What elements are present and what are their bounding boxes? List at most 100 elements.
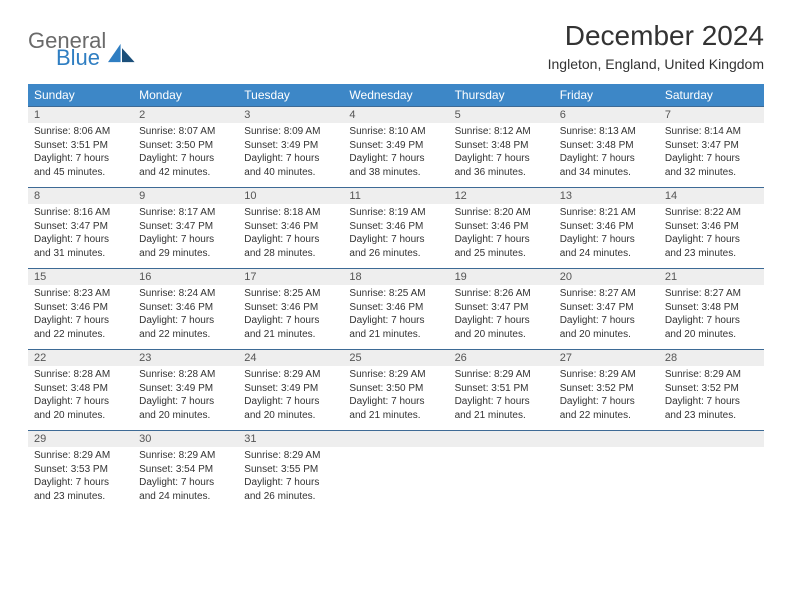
day-number-cell xyxy=(554,431,659,448)
day-number-cell: 24 xyxy=(238,350,343,367)
title-block: December 2024 Ingleton, England, United … xyxy=(548,20,764,72)
day-detail-cell: Sunrise: 8:16 AMSunset: 3:47 PMDaylight:… xyxy=(28,204,133,269)
sunrise-text: Sunrise: 8:20 AM xyxy=(455,206,548,220)
day-detail-cell: Sunrise: 8:29 AMSunset: 3:52 PMDaylight:… xyxy=(659,366,764,431)
sunrise-text: Sunrise: 8:23 AM xyxy=(34,287,127,301)
day-number-cell: 23 xyxy=(133,350,238,367)
day-detail-cell: Sunrise: 8:22 AMSunset: 3:46 PMDaylight:… xyxy=(659,204,764,269)
calendar-table: Sunday Monday Tuesday Wednesday Thursday… xyxy=(28,84,764,511)
day-number-cell: 9 xyxy=(133,188,238,205)
daylight-text-2: and 21 minutes. xyxy=(455,409,548,423)
day-number-row: 15161718192021 xyxy=(28,269,764,286)
day-detail-cell: Sunrise: 8:29 AMSunset: 3:52 PMDaylight:… xyxy=(554,366,659,431)
daylight-text-1: Daylight: 7 hours xyxy=(34,476,127,490)
sunset-text: Sunset: 3:49 PM xyxy=(139,382,232,396)
daylight-text-1: Daylight: 7 hours xyxy=(139,395,232,409)
daylight-text-2: and 21 minutes. xyxy=(349,409,442,423)
sunrise-text: Sunrise: 8:21 AM xyxy=(560,206,653,220)
day-detail-cell: Sunrise: 8:29 AMSunset: 3:51 PMDaylight:… xyxy=(449,366,554,431)
day-number-cell: 27 xyxy=(554,350,659,367)
sunset-text: Sunset: 3:47 PM xyxy=(34,220,127,234)
daylight-text-2: and 21 minutes. xyxy=(349,328,442,342)
day-detail-cell: Sunrise: 8:19 AMSunset: 3:46 PMDaylight:… xyxy=(343,204,448,269)
day-detail-cell: Sunrise: 8:25 AMSunset: 3:46 PMDaylight:… xyxy=(343,285,448,350)
day-number-cell: 19 xyxy=(449,269,554,286)
day-detail-cell: Sunrise: 8:10 AMSunset: 3:49 PMDaylight:… xyxy=(343,123,448,188)
daylight-text-1: Daylight: 7 hours xyxy=(665,314,758,328)
sunrise-text: Sunrise: 8:28 AM xyxy=(34,368,127,382)
day-number-cell: 4 xyxy=(343,107,448,124)
day-detail-cell: Sunrise: 8:28 AMSunset: 3:49 PMDaylight:… xyxy=(133,366,238,431)
sunset-text: Sunset: 3:51 PM xyxy=(455,382,548,396)
day-number-cell: 11 xyxy=(343,188,448,205)
daylight-text-1: Daylight: 7 hours xyxy=(34,233,127,247)
day-detail-cell xyxy=(449,447,554,511)
daylight-text-1: Daylight: 7 hours xyxy=(34,314,127,328)
day-number-cell: 29 xyxy=(28,431,133,448)
daylight-text-2: and 22 minutes. xyxy=(139,328,232,342)
day-detail-cell: Sunrise: 8:14 AMSunset: 3:47 PMDaylight:… xyxy=(659,123,764,188)
sunset-text: Sunset: 3:46 PM xyxy=(244,220,337,234)
day-number-cell: 6 xyxy=(554,107,659,124)
day-detail-cell: Sunrise: 8:29 AMSunset: 3:54 PMDaylight:… xyxy=(133,447,238,511)
day-detail-row: Sunrise: 8:23 AMSunset: 3:46 PMDaylight:… xyxy=(28,285,764,350)
sunrise-text: Sunrise: 8:29 AM xyxy=(349,368,442,382)
sunset-text: Sunset: 3:49 PM xyxy=(244,382,337,396)
daylight-text-2: and 34 minutes. xyxy=(560,166,653,180)
calendar-page: General Blue December 2024 Ingleton, Eng… xyxy=(0,0,792,531)
weekday-header: Thursday xyxy=(449,84,554,107)
daylight-text-2: and 31 minutes. xyxy=(34,247,127,261)
daylight-text-2: and 21 minutes. xyxy=(244,328,337,342)
weekday-header: Saturday xyxy=(659,84,764,107)
sunset-text: Sunset: 3:49 PM xyxy=(244,139,337,153)
day-number-cell: 12 xyxy=(449,188,554,205)
sunset-text: Sunset: 3:54 PM xyxy=(139,463,232,477)
daylight-text-1: Daylight: 7 hours xyxy=(349,314,442,328)
logo: General Blue xyxy=(28,20,136,76)
day-number-cell: 1 xyxy=(28,107,133,124)
daylight-text-1: Daylight: 7 hours xyxy=(139,476,232,490)
sunrise-text: Sunrise: 8:10 AM xyxy=(349,125,442,139)
daylight-text-1: Daylight: 7 hours xyxy=(455,152,548,166)
daylight-text-1: Daylight: 7 hours xyxy=(665,233,758,247)
daylight-text-1: Daylight: 7 hours xyxy=(34,395,127,409)
day-detail-cell: Sunrise: 8:29 AMSunset: 3:53 PMDaylight:… xyxy=(28,447,133,511)
daylight-text-1: Daylight: 7 hours xyxy=(139,233,232,247)
day-detail-row: Sunrise: 8:06 AMSunset: 3:51 PMDaylight:… xyxy=(28,123,764,188)
sunset-text: Sunset: 3:47 PM xyxy=(139,220,232,234)
sunrise-text: Sunrise: 8:07 AM xyxy=(139,125,232,139)
daylight-text-2: and 38 minutes. xyxy=(349,166,442,180)
weekday-header: Sunday xyxy=(28,84,133,107)
day-detail-cell: Sunrise: 8:27 AMSunset: 3:47 PMDaylight:… xyxy=(554,285,659,350)
sunset-text: Sunset: 3:51 PM xyxy=(34,139,127,153)
sunset-text: Sunset: 3:46 PM xyxy=(349,301,442,315)
sunset-text: Sunset: 3:52 PM xyxy=(665,382,758,396)
sunrise-text: Sunrise: 8:29 AM xyxy=(244,368,337,382)
day-number-cell: 22 xyxy=(28,350,133,367)
day-number-row: 293031 xyxy=(28,431,764,448)
day-detail-cell xyxy=(343,447,448,511)
sunset-text: Sunset: 3:52 PM xyxy=(560,382,653,396)
sunset-text: Sunset: 3:48 PM xyxy=(34,382,127,396)
sunrise-text: Sunrise: 8:17 AM xyxy=(139,206,232,220)
day-number-cell: 30 xyxy=(133,431,238,448)
sunset-text: Sunset: 3:49 PM xyxy=(349,139,442,153)
daylight-text-2: and 45 minutes. xyxy=(34,166,127,180)
day-number-cell: 18 xyxy=(343,269,448,286)
daylight-text-2: and 25 minutes. xyxy=(455,247,548,261)
day-detail-cell: Sunrise: 8:20 AMSunset: 3:46 PMDaylight:… xyxy=(449,204,554,269)
daylight-text-1: Daylight: 7 hours xyxy=(34,152,127,166)
daylight-text-1: Daylight: 7 hours xyxy=(455,314,548,328)
daylight-text-2: and 32 minutes. xyxy=(665,166,758,180)
daylight-text-2: and 24 minutes. xyxy=(560,247,653,261)
weekday-header: Wednesday xyxy=(343,84,448,107)
sunset-text: Sunset: 3:46 PM xyxy=(455,220,548,234)
daylight-text-2: and 23 minutes. xyxy=(34,490,127,504)
day-number-cell: 15 xyxy=(28,269,133,286)
day-number-cell: 14 xyxy=(659,188,764,205)
day-number-cell xyxy=(659,431,764,448)
sunset-text: Sunset: 3:46 PM xyxy=(139,301,232,315)
sunset-text: Sunset: 3:46 PM xyxy=(34,301,127,315)
daylight-text-2: and 20 minutes. xyxy=(560,328,653,342)
day-detail-cell: Sunrise: 8:07 AMSunset: 3:50 PMDaylight:… xyxy=(133,123,238,188)
